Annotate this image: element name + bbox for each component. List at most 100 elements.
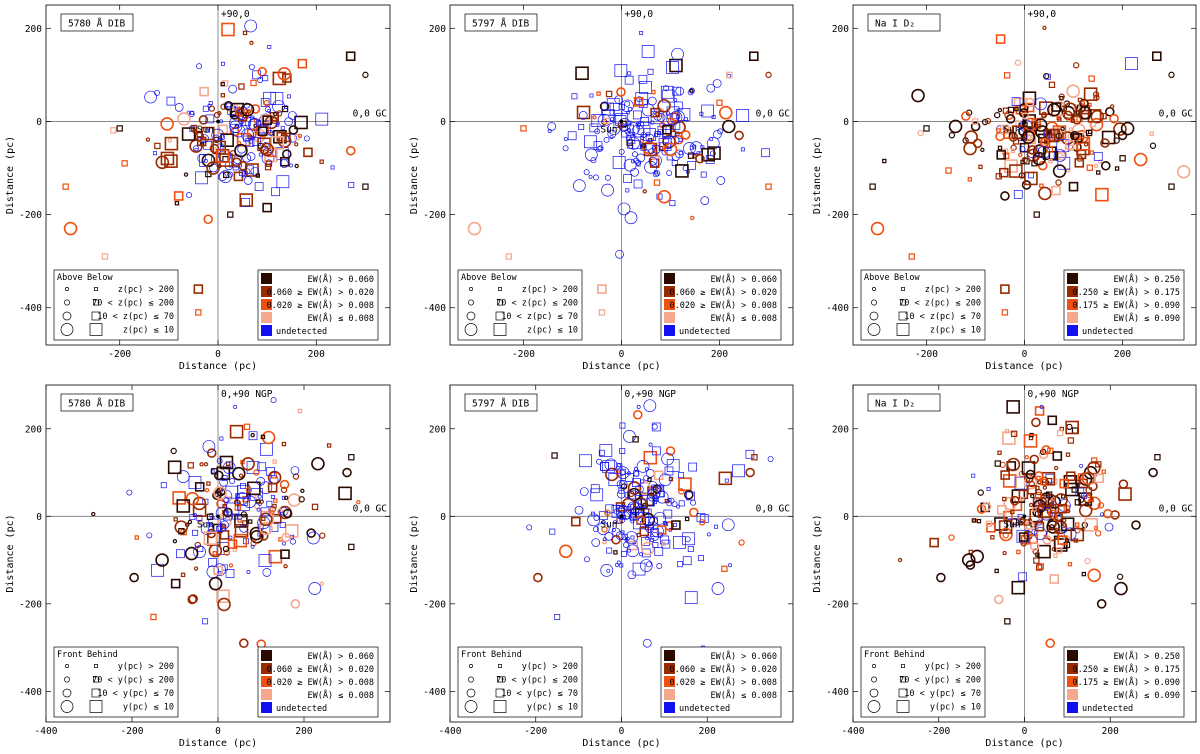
data-point [1005,114,1016,124]
data-point [663,509,673,519]
data-point [716,99,723,107]
direction-label-gc: 0,0 GC [756,108,790,119]
data-point [1042,25,1047,31]
data-point [721,565,728,573]
data-point [976,518,982,524]
data-point [267,108,272,113]
data-point [620,550,627,557]
data-point [651,145,656,150]
data-point [977,489,984,496]
data-point [684,516,690,522]
sun-marker [619,119,624,124]
data-point [1010,148,1016,154]
data-point [203,531,218,546]
data-point [643,142,658,157]
data-point [767,456,774,462]
data-point [596,458,603,465]
data-point [1053,553,1058,558]
data-point [62,183,69,190]
data-point [237,497,250,511]
x-tick-label: 0 [619,349,625,360]
data-point [1048,81,1056,89]
data-point [734,130,744,141]
data-point [286,94,291,99]
data-point [633,157,640,164]
data-point [229,120,242,134]
data-point [1081,571,1087,577]
data-point [193,566,199,571]
data-point [712,79,722,88]
data-point [968,549,973,555]
data-point [1049,574,1060,584]
data-point [1083,87,1098,101]
data-point [1025,97,1035,108]
data-point [219,170,232,184]
data-point [929,537,939,548]
data-point [1030,493,1035,499]
data-point [1109,113,1119,124]
data-point [617,122,624,129]
data-point [690,499,697,506]
data-point [505,253,513,260]
data-point [215,506,229,520]
size-legend-circle [468,299,474,306]
data-point [1000,470,1010,480]
size-legend-square [498,664,502,668]
data-point [260,142,274,157]
data-point [1154,454,1161,461]
size-legend-header: Above [461,273,487,283]
data-point [598,309,606,316]
data-point [624,211,638,225]
color-legend-label: undetected [1082,327,1133,337]
data-point [600,462,610,471]
data-point [981,118,989,126]
data-point [646,132,651,137]
data-point [199,154,213,167]
data-point [698,555,704,562]
data-point [229,478,236,484]
x-tick-label: -200 [512,349,535,360]
panel-title-box [867,393,941,412]
x-tick-label: -200 [108,349,131,360]
data-point [1036,124,1041,129]
data-point [1081,471,1095,486]
color-legend-swatch [664,663,675,674]
data-point [346,145,356,156]
data-point [680,130,691,140]
data-point [240,482,246,489]
panel-p6: -400 -200 0 200 -400 -200 0 200 Distance (pc) Dis… [812,384,1197,749]
data-point [1029,136,1034,142]
data-point [308,582,322,595]
data-point [663,85,670,92]
data-point [242,30,248,36]
data-point [172,538,178,544]
size-legend-row: z(pc) > 200 [118,285,174,295]
direction-label-gc: 0,0 GC [353,108,387,119]
data-point [248,64,255,70]
data-point [611,505,625,518]
data-point [632,478,641,487]
data-point [665,446,676,456]
data-point [633,470,640,477]
data-point [221,523,227,528]
data-point [1020,496,1025,502]
size-legend-row: z(pc) > 200 [925,285,981,295]
data-point [645,561,652,568]
data-point [633,179,643,189]
x-tick-label: -200 [915,349,938,360]
size-legend-square [495,688,505,698]
size-legend-circle [867,323,881,336]
color-legend-swatch [261,286,272,297]
direction-label-gc: 0,0 GC [1159,503,1193,514]
data-point [176,470,190,483]
color-legend-label: EW(Å) > 0.060 [307,650,374,662]
data-point [1090,109,1105,124]
data-point [197,154,207,163]
data-point [356,500,361,505]
data-point [223,101,234,111]
data-point [611,528,616,532]
direction-label-top: 0,+90 NGP [625,389,677,400]
data-point [605,90,613,98]
data-point [698,519,706,526]
color-legend-swatch [664,312,675,323]
